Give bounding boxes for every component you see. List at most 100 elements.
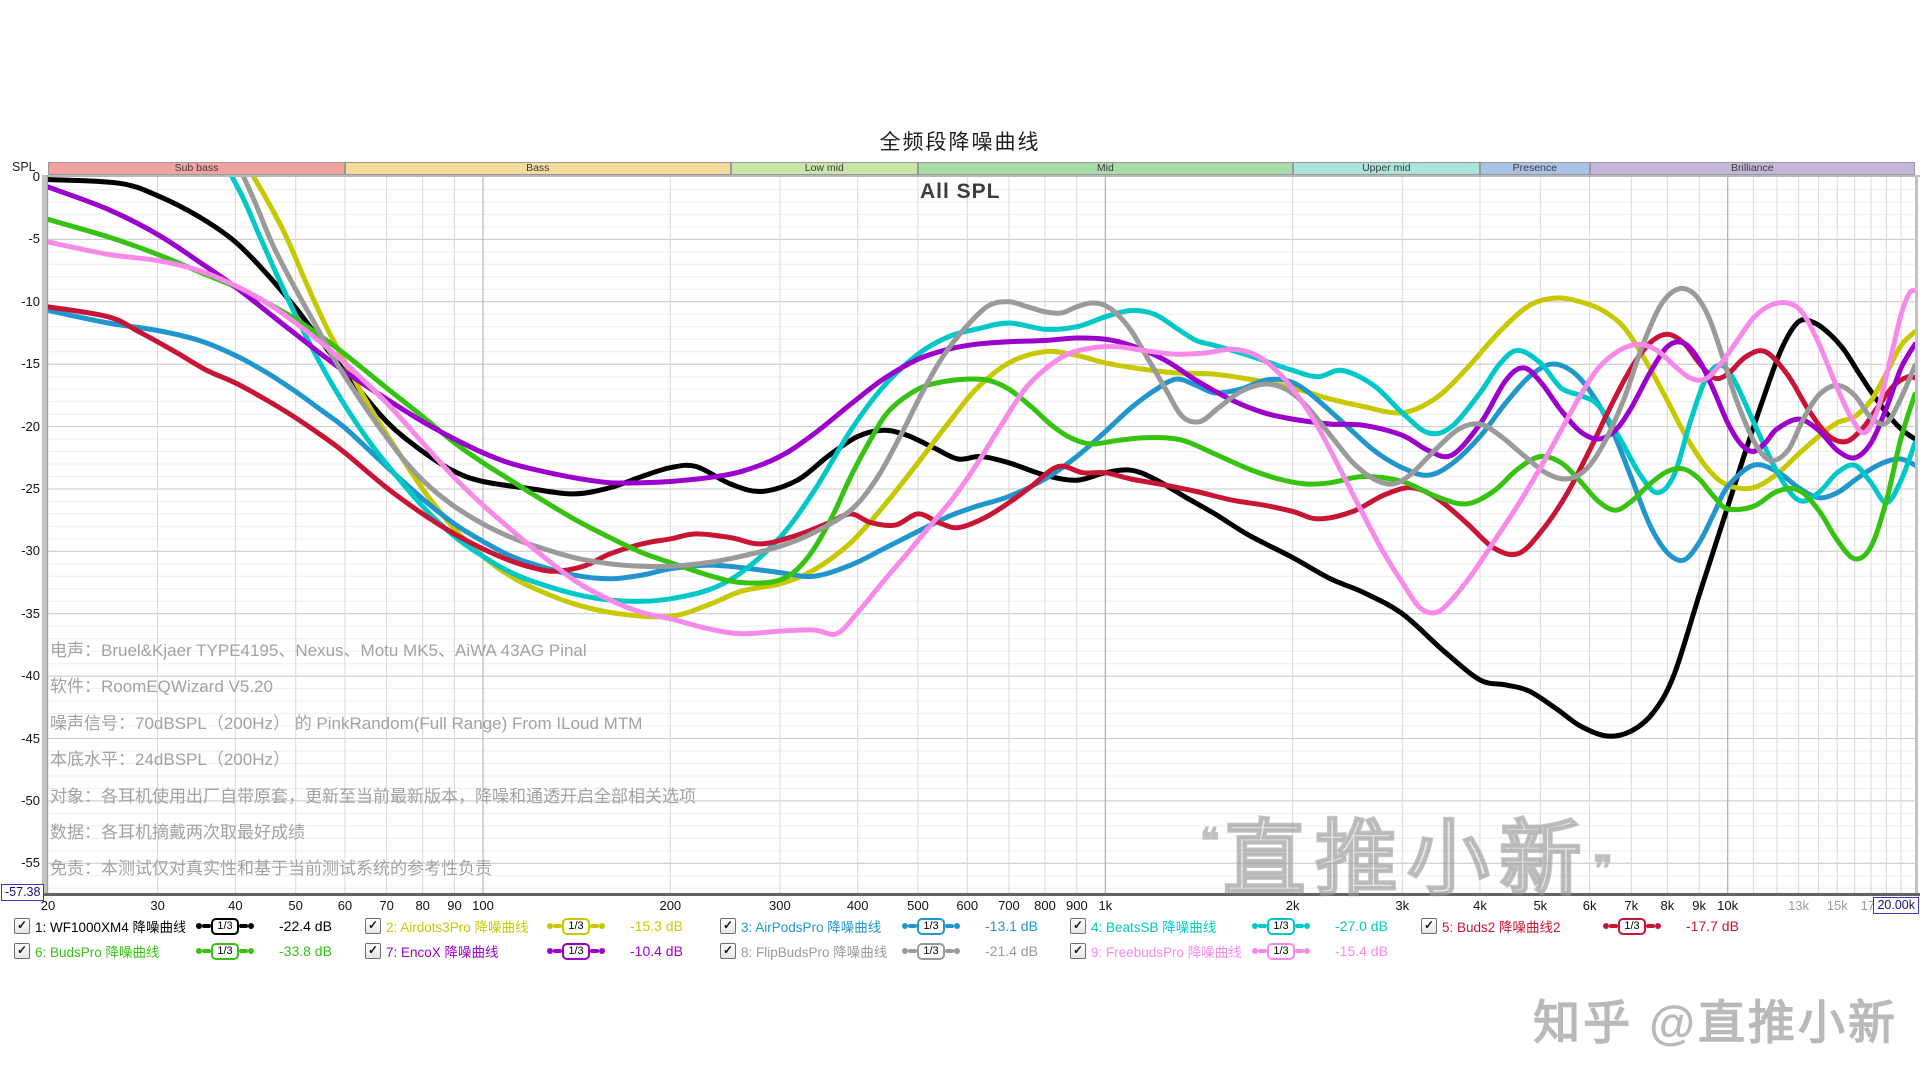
legend-line-sample: 1/3 — [536, 917, 616, 935]
legend-line-sample: 1/3 — [1241, 942, 1321, 960]
legend-checkbox[interactable]: ✓ — [14, 918, 30, 934]
legend-label: 3: AirPodsPro 降噪曲线 — [741, 920, 882, 935]
legend-line-sample: 1/3 — [891, 917, 971, 935]
legend-average-db: -15.3 dB — [630, 918, 683, 934]
note-line: 对象：各耳机使用出厂自带原套，更新至当前最新版本，降噪和通透开启全部相关选项 — [50, 786, 696, 806]
y-tick-label: -5 — [28, 231, 40, 247]
legend-entry: ✓ 2: Airdots3Pro 降噪曲线 1/3 -15.3 dB — [365, 915, 710, 937]
legend-line-sample: 1/3 — [536, 942, 616, 960]
smoothing-badge[interactable]: 1/3 — [917, 917, 945, 935]
line-dot-icon — [953, 923, 960, 929]
smoothing-badge[interactable]: 1/3 — [211, 917, 239, 935]
legend-entry: ✓ 3: AirPodsPro 降噪曲线 1/3 -13.1 dB — [720, 915, 1065, 937]
line-stub-icon — [589, 924, 599, 928]
line-dot-icon — [598, 923, 605, 929]
legend-entry: ✓ 8: FlipBudsPro 降噪曲线 1/3 -21.4 dB — [720, 940, 1065, 962]
legend-entry: ✓ 5: Buds2 降噪曲线2 1/3 -17.7 dB — [1421, 915, 1766, 937]
legend-checkbox[interactable]: ✓ — [1070, 918, 1086, 934]
y-tick-label: -25 — [21, 480, 40, 496]
legend-label: 4: BeatsSB 降噪曲线 — [1091, 920, 1217, 935]
x-axis-right-readout[interactable]: 20.00k — [1873, 897, 1919, 914]
legend-checkbox[interactable]: ✓ — [1070, 943, 1086, 959]
note-line: 软件：RoomEQWizard V5.20 — [50, 677, 273, 697]
note-line: 本底水平：24dBSPL（200Hz） — [50, 750, 290, 770]
y-tick-label: -50 — [21, 792, 40, 808]
smoothing-badge[interactable]: 1/3 — [562, 942, 590, 960]
x-tick-label: 20 — [40, 898, 56, 913]
x-tick-label: 200 — [659, 898, 682, 913]
legend-checkbox[interactable]: ✓ — [720, 943, 736, 959]
line-stub-icon — [1294, 949, 1304, 953]
x-tick-label: 700 — [998, 898, 1020, 913]
line-stub-icon — [553, 924, 563, 928]
legend-label: 9: FreebudsPro 降噪曲线 — [1091, 945, 1241, 960]
x-tick-label: 100 — [472, 898, 494, 913]
y-tick-label: -20 — [21, 418, 40, 434]
line-dot-icon — [547, 948, 554, 954]
series-curve[interactable]: FreebudsPro 降噪曲线 — [48, 239, 1915, 637]
legend-entry: ✓ 7: EncoX 降噪曲线 1/3 -10.4 dB — [365, 940, 710, 962]
x-tick-label: 4k — [1473, 898, 1487, 913]
line-dot-icon — [598, 948, 605, 954]
watermark: ❝直推小新❞ — [1200, 792, 1613, 911]
line-dot-icon — [1303, 923, 1310, 929]
plot-frame-right — [1915, 175, 1918, 896]
line-dot-icon — [1303, 948, 1310, 954]
smoothing-badge[interactable]: 1/3 — [1267, 917, 1295, 935]
legend-label: 6: BudsPro 降噪曲线 — [35, 945, 160, 960]
smoothing-badge[interactable]: 1/3 — [562, 917, 590, 935]
legend-checkbox[interactable]: ✓ — [1421, 918, 1437, 934]
smoothing-badge[interactable]: 1/3 — [917, 942, 945, 960]
line-stub-icon — [1258, 924, 1268, 928]
line-stub-icon — [908, 949, 918, 953]
x-tick-label: 1k — [1098, 898, 1113, 913]
legend-label: 5: Buds2 降噪曲线2 — [1442, 920, 1561, 935]
band-mid: Mid — [917, 162, 1293, 175]
watermark-close-quote-icon: ❞ — [1593, 848, 1613, 889]
line-dot-icon — [902, 948, 909, 954]
legend-checkbox[interactable]: ✓ — [14, 943, 30, 959]
legend-average-db: -33.8 dB — [279, 943, 332, 959]
series-curve[interactable]: BudsPro 降噪曲线 — [48, 216, 1915, 586]
legend-checkbox[interactable]: ✓ — [720, 918, 736, 934]
series-curve[interactable]: AirPodsPro 降噪曲线 — [48, 308, 1915, 582]
smoothing-badge[interactable]: 1/3 — [211, 942, 239, 960]
x-tick-label: 5k — [1533, 898, 1548, 913]
legend-checkbox[interactable]: ✓ — [365, 918, 381, 934]
smoothing-badge[interactable]: 1/3 — [1618, 917, 1646, 935]
line-dot-icon — [247, 923, 254, 929]
series-curve[interactable]: EncoX 降噪曲线 — [48, 184, 1915, 486]
x-tick-label: 6k — [1582, 898, 1597, 913]
y-tick-label: -10 — [21, 293, 40, 309]
line-stub-icon — [1645, 924, 1655, 928]
legend-line-sample: 1/3 — [1241, 917, 1321, 935]
spl-axis-label: SPL — [12, 160, 36, 174]
line-stub-icon — [944, 949, 954, 953]
legend-entry: ✓ 9: FreebudsPro 降噪曲线 1/3 -15.4 dB — [1070, 940, 1415, 962]
band-bass: Bass — [344, 162, 731, 175]
legend-checkbox[interactable]: ✓ — [365, 943, 381, 959]
line-dot-icon — [1252, 948, 1259, 954]
line-stub-icon — [1609, 924, 1619, 928]
legend-entry: ✓ 1: WF1000XM4 降噪曲线 1/3 -22.4 dB — [14, 915, 359, 937]
line-stub-icon — [553, 949, 563, 953]
line-dot-icon — [247, 948, 254, 954]
series-curve[interactable]: FlipBudsPro 降噪曲线 — [235, 177, 1915, 570]
line-stub-icon — [1258, 949, 1268, 953]
band-presence: Presence — [1480, 162, 1590, 175]
x-tick-label: 80 — [415, 898, 430, 913]
line-dot-icon — [196, 923, 203, 929]
x-tick-label: 9k — [1692, 898, 1707, 913]
x-tick-label: 10k — [1717, 898, 1739, 913]
legend-entry: ✓ 6: BudsPro 降噪曲线 1/3 -33.8 dB — [14, 940, 359, 962]
smoothing-badge[interactable]: 1/3 — [1267, 942, 1295, 960]
y-axis-bottom-readout[interactable]: -57.38 — [1, 884, 45, 901]
x-tick-label: 2k — [1285, 898, 1300, 913]
line-stub-icon — [589, 949, 599, 953]
note-line: 免责：本测试仅对真实性和基于当前测试系统的参考性负责 — [50, 859, 492, 879]
line-stub-icon — [202, 949, 212, 953]
y-tick-label: -55 — [21, 855, 40, 871]
spl-chart-canvas: WF1000XM4 降噪曲线Airdots3Pro 降噪曲线AirPodsPro… — [48, 177, 1915, 893]
series-curve[interactable]: Buds2 降噪曲线2 — [48, 304, 1915, 574]
